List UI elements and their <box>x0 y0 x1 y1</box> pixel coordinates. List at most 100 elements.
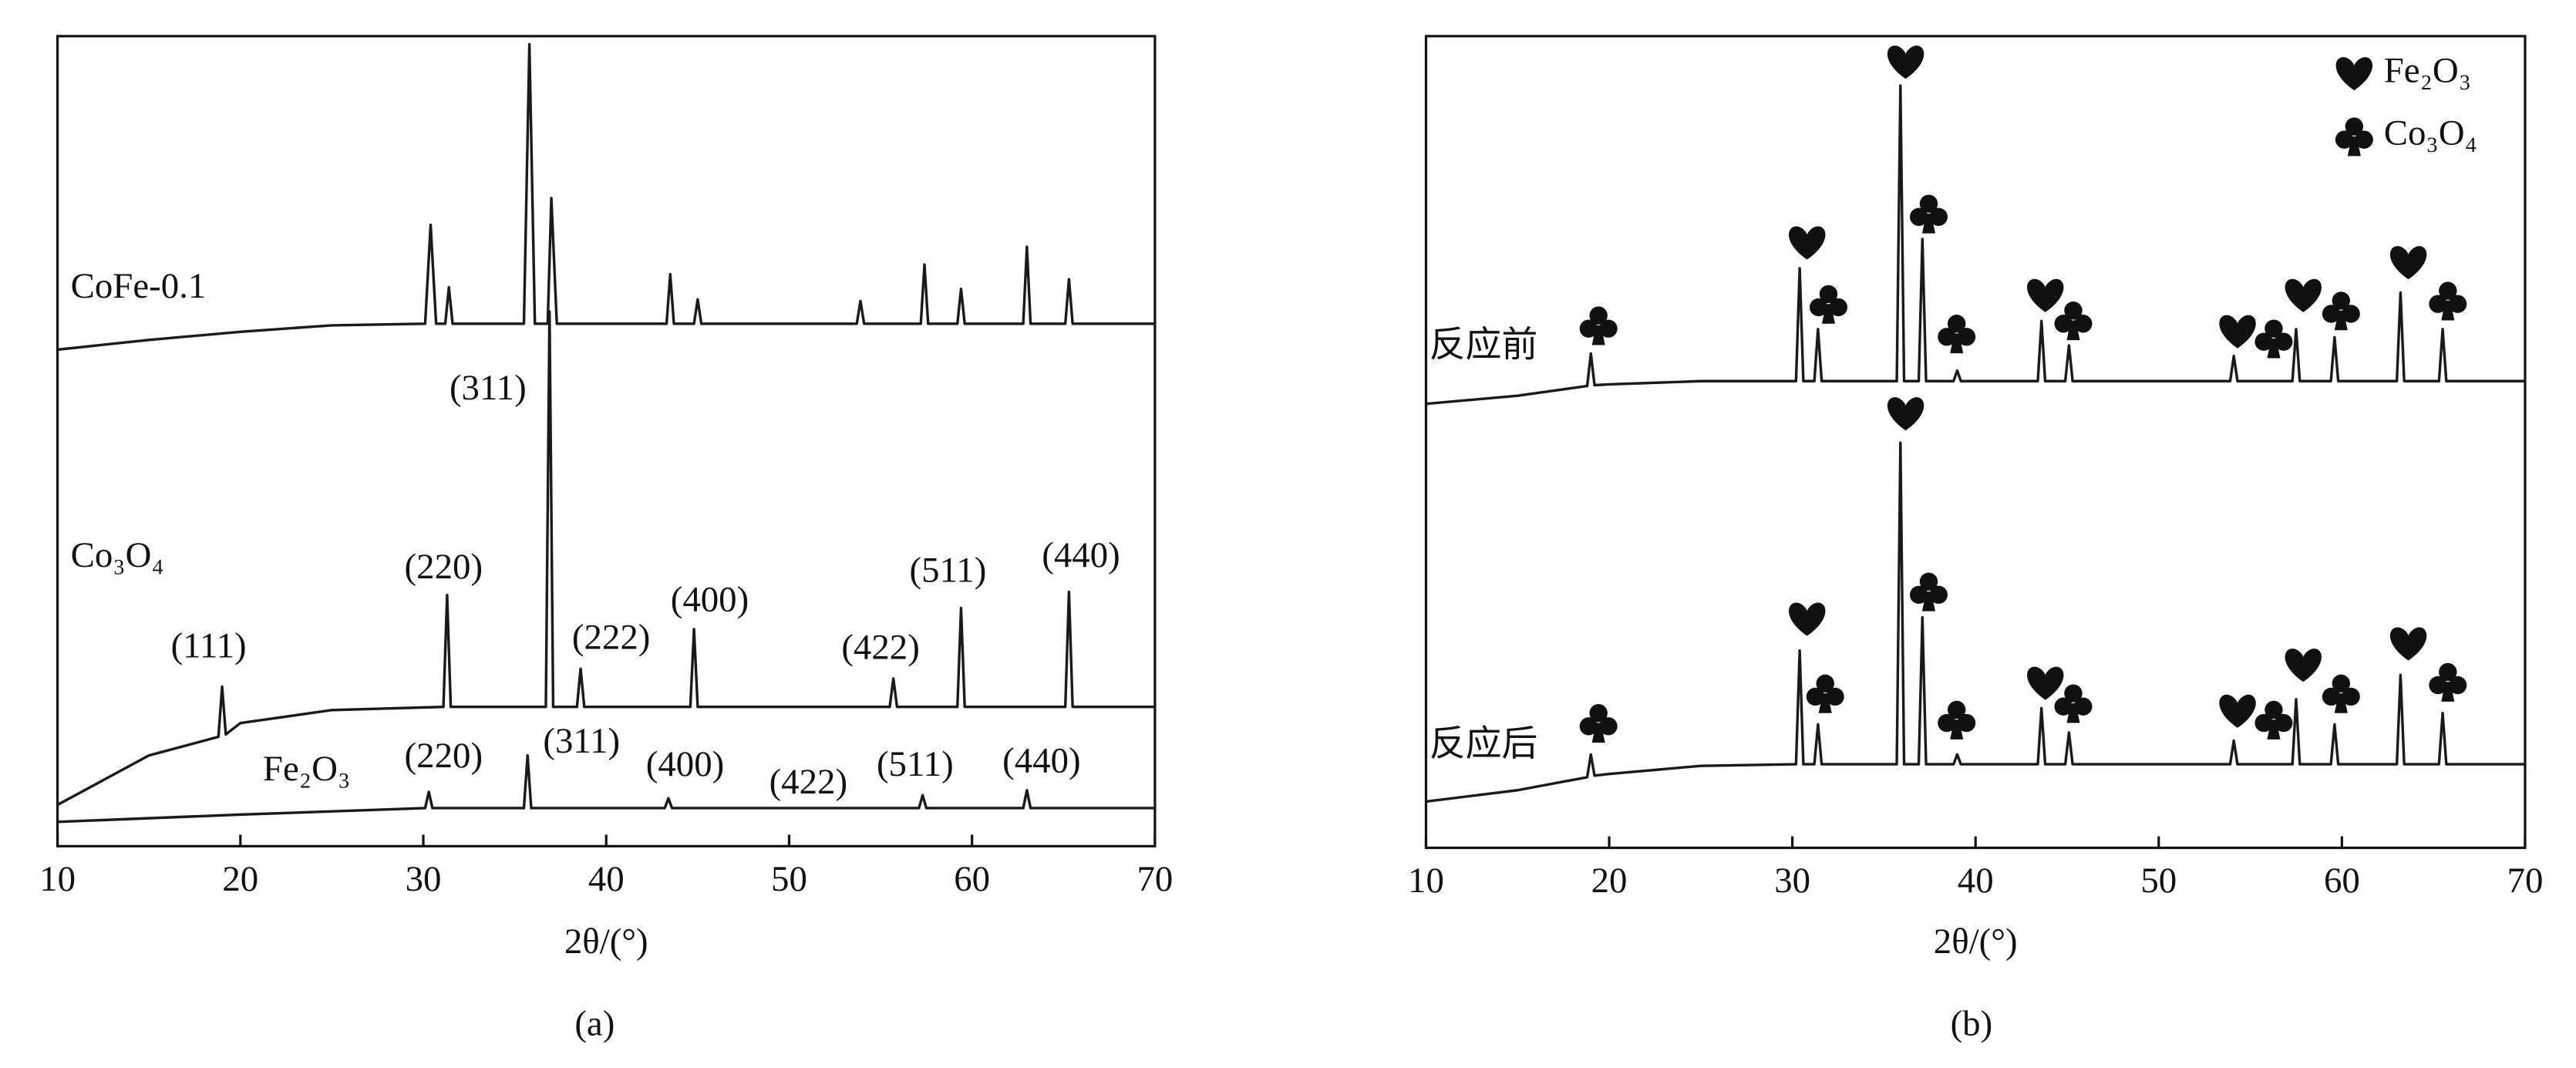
peak-annotation: (440) <box>1042 535 1120 575</box>
club-lobe <box>1929 585 1948 605</box>
club-lobe <box>1919 572 1938 591</box>
x-tick-label: 40 <box>1958 861 1994 901</box>
club-lobe <box>1957 713 1976 733</box>
club-stem <box>1950 719 1964 740</box>
heart-symbol <box>2285 649 2322 682</box>
club-lobe <box>1919 194 1938 213</box>
club-stem <box>1950 333 1964 354</box>
heart-symbol <box>2219 694 2256 728</box>
xrd-line <box>1426 84 2525 406</box>
peak-annotation: (222) <box>572 618 651 658</box>
club-lobe <box>1816 674 1834 693</box>
club-symbol <box>1806 674 1844 713</box>
club-symbol <box>1579 704 1618 743</box>
heart-symbol <box>1887 45 1924 79</box>
x-tick-label: 40 <box>588 859 625 899</box>
club-lobe <box>2429 295 2447 313</box>
heart-symbol <box>2027 278 2064 312</box>
club-lobe <box>2054 697 2073 716</box>
club-stem <box>2441 682 2455 702</box>
club-lobe <box>1938 713 1956 733</box>
peak-annotation: (220) <box>405 736 483 776</box>
club-symbol <box>2429 281 2467 321</box>
series-label: CoFe-0.1 <box>71 266 207 306</box>
club-lobe <box>2335 130 2354 149</box>
heart-symbol <box>2335 57 2373 91</box>
club-lobe <box>1909 207 1928 226</box>
x-tick-label: 60 <box>2324 861 2360 901</box>
heart-symbol <box>2285 278 2322 312</box>
club-stem <box>2267 719 2281 740</box>
heart-symbol <box>1789 226 1826 260</box>
club-stem <box>2267 338 2281 359</box>
club-lobe <box>1826 687 1844 706</box>
x-tick-label: 70 <box>1136 859 1173 899</box>
peak-annotation: (111) <box>171 625 247 665</box>
club-stem <box>2334 693 2348 713</box>
x-axis-label: 2θ/(°) <box>1934 921 2018 962</box>
club-lobe <box>2074 697 2093 716</box>
club-lobe <box>2332 291 2351 310</box>
legend-label: Co₃O₄ <box>2384 113 2477 153</box>
club-lobe <box>2429 676 2447 695</box>
heart-symbol <box>2219 315 2256 349</box>
club-lobe <box>1599 319 1618 338</box>
heart-symbol <box>2389 246 2427 280</box>
x-tick-label: 30 <box>406 859 442 899</box>
peak-annotation: (422) <box>769 762 848 802</box>
club-lobe <box>2064 302 2083 320</box>
club-symbol <box>1938 315 1976 354</box>
club-symbol <box>2254 319 2293 359</box>
club-lobe <box>2439 662 2457 682</box>
club-symbol <box>2322 291 2360 331</box>
club-lobe <box>2275 332 2293 351</box>
x-tick-label: 50 <box>2140 861 2177 901</box>
club-symbol <box>1579 306 1618 345</box>
club-lobe <box>1819 285 1838 304</box>
club-lobe <box>2322 687 2341 706</box>
series-label: 反应前 <box>1429 325 1538 365</box>
club-lobe <box>1947 315 1966 333</box>
club-lobe <box>2254 713 2273 733</box>
club-symbol <box>1909 572 1948 611</box>
club-lobe <box>1579 319 1598 338</box>
club-stem <box>1921 214 1936 234</box>
club-lobe <box>2064 684 2083 702</box>
club-stem <box>2066 702 2080 723</box>
club-stem <box>2441 300 2455 321</box>
legend-label: Fe₂O₃ <box>2384 51 2471 91</box>
club-lobe <box>1829 298 1848 317</box>
x-tick-label: 30 <box>1774 861 1810 901</box>
club-stem <box>2066 320 2080 341</box>
club-lobe <box>1947 700 1966 719</box>
club-lobe <box>2275 713 2293 733</box>
xrd-line <box>56 310 1155 807</box>
club-lobe <box>1909 585 1928 605</box>
x-tick-label: 20 <box>1591 861 1628 901</box>
peak-annotation: (511) <box>910 550 987 590</box>
peak-annotation: (400) <box>646 744 725 784</box>
club-stem <box>1818 693 1832 713</box>
club-symbol <box>2322 674 2360 713</box>
club-lobe <box>1957 328 1976 346</box>
club-lobe <box>2074 315 2093 333</box>
club-symbol <box>1938 700 1976 740</box>
peak-annotation: (511) <box>877 744 954 784</box>
club-symbol <box>2054 684 2093 723</box>
x-tick-label: 70 <box>2507 861 2544 901</box>
club-stem <box>2347 136 2361 157</box>
xrd-line <box>57 42 1155 352</box>
series-label: 反应后 <box>1429 724 1538 764</box>
x-axis-label: 2θ/(°) <box>564 921 648 962</box>
heart-symbol <box>1887 397 1924 431</box>
club-stem <box>1821 304 1836 324</box>
club-lobe <box>2332 674 2351 693</box>
series-label: Co₃O₄ <box>71 535 164 575</box>
peak-annotation: (311) <box>543 721 620 761</box>
heart-symbol <box>2389 627 2427 661</box>
club-lobe <box>1810 298 1828 317</box>
club-lobe <box>2355 130 2373 149</box>
peak-annotation: (311) <box>450 368 527 408</box>
club-lobe <box>2439 281 2457 300</box>
